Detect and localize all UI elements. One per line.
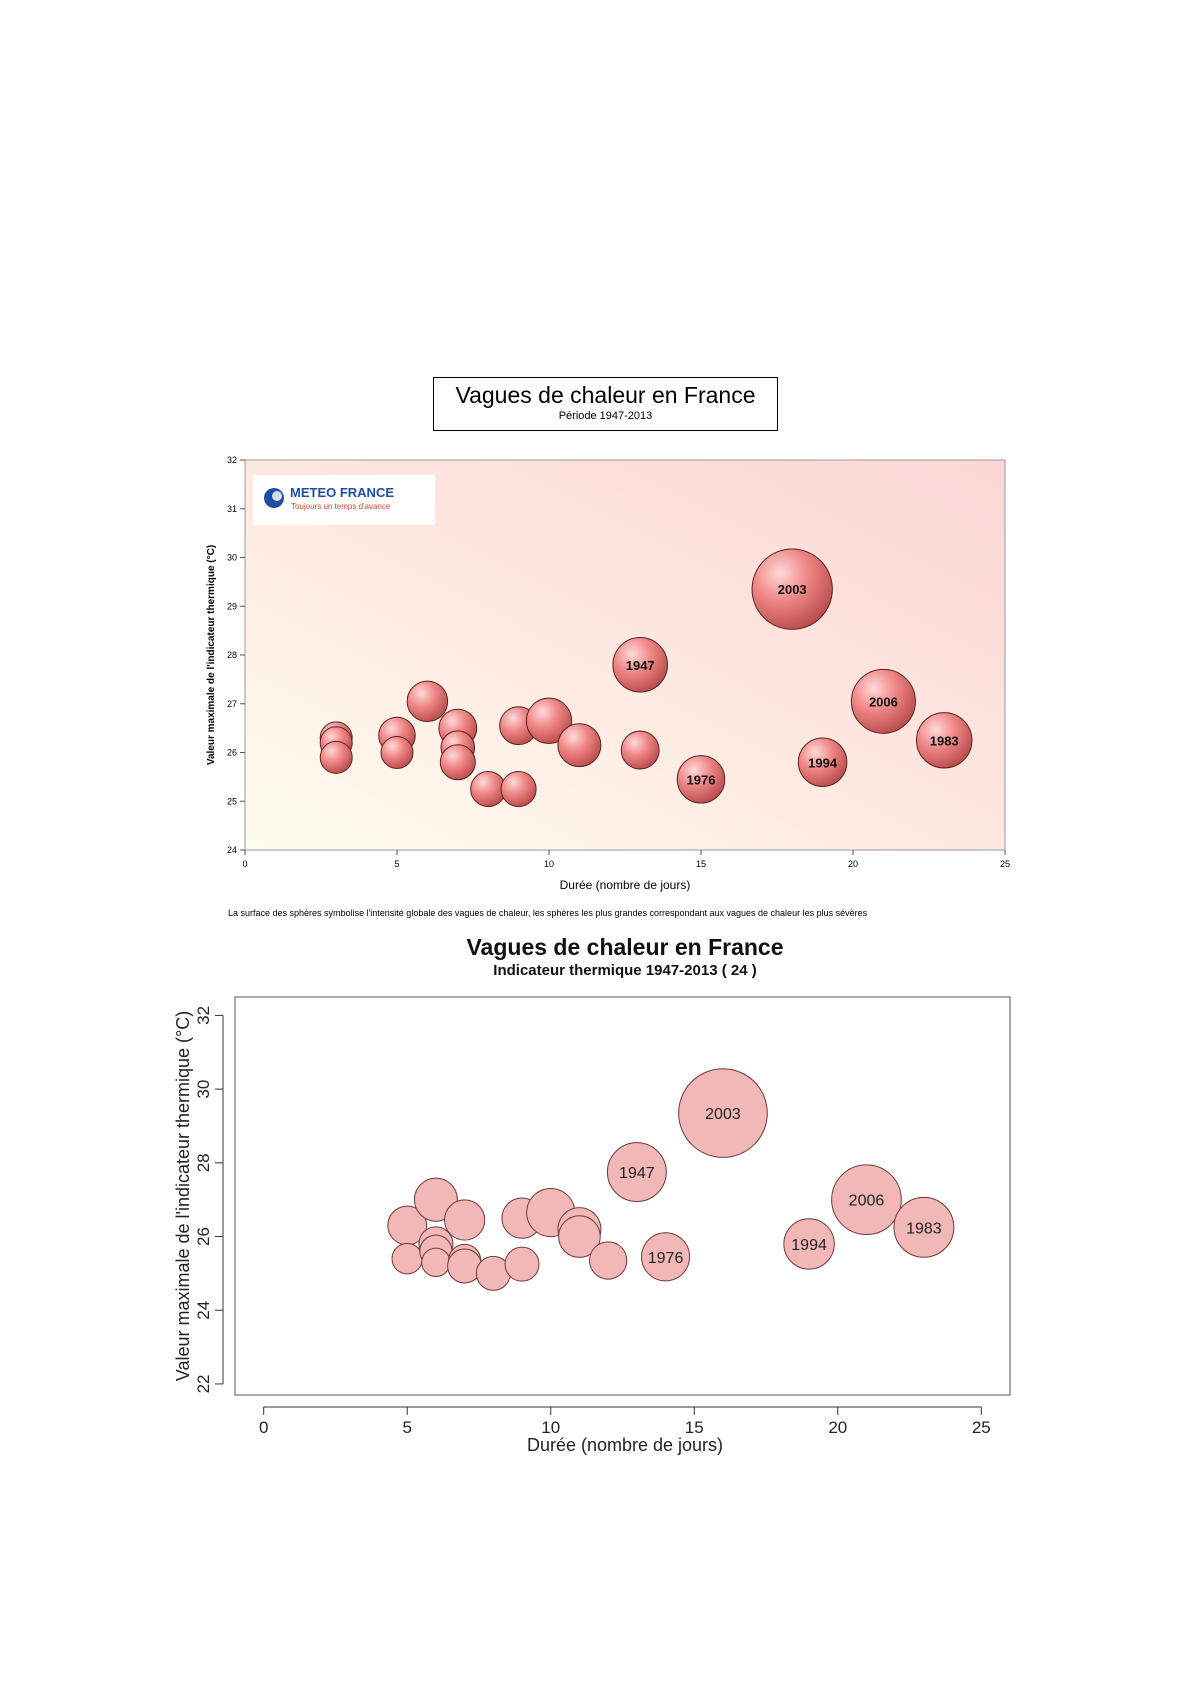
chart1-y-tick-label: 28: [227, 650, 237, 660]
chart1-y-tick-label: 26: [227, 748, 237, 758]
chart2-title: Vagues de chaleur en France: [466, 934, 784, 960]
logo-name: METEO FRANCE: [290, 485, 394, 500]
chart1-title-box: Vagues de chaleur en France Période 1947…: [433, 377, 778, 431]
chart2-bubble: [391, 1242, 423, 1275]
chart1-x-tick-label: 10: [544, 859, 554, 869]
chart1-y-tick-label: 27: [227, 699, 237, 709]
chart2-bubble: [421, 1247, 451, 1278]
chart1-bubble-label: 1976: [687, 772, 716, 787]
chart2-bubble: [606, 1142, 667, 1202]
chart1-bubble: [500, 771, 537, 808]
chart2-bubble-label: 1994: [791, 1237, 827, 1254]
chart2-x-tick-label: 0: [259, 1418, 268, 1437]
chart2-y-tick-label: 24: [194, 1301, 213, 1320]
chart2-y-tick-label: 26: [194, 1227, 213, 1246]
chart2-ylabel: Valeur maximale de l'indicateur thermiqu…: [173, 1011, 193, 1381]
chart2-bubble: [558, 1215, 601, 1258]
chart1-bubble: [525, 697, 573, 744]
chart2-bubble-label: 1947: [619, 1165, 655, 1182]
chart1-bubble: [751, 548, 833, 630]
chart1-bubble: [797, 737, 848, 788]
chart2-x-tick-label: 25: [972, 1418, 991, 1437]
chart1-bubble: [915, 712, 973, 769]
chart2-y-tick-label: 28: [194, 1153, 213, 1172]
chart1-bubble: [439, 744, 476, 781]
chart1-xlabel: Durée (nombre de jours): [560, 878, 691, 892]
chart1-bubble: [380, 736, 414, 769]
chart1-x-tick-label: 15: [696, 859, 706, 869]
chart1-y-tick-label: 30: [227, 553, 237, 563]
chart1-title: Vagues de chaleur en France: [455, 382, 756, 408]
chart1-subtitle: Période 1947-2013: [558, 410, 653, 422]
chart2-x-tick-label: 20: [828, 1418, 847, 1437]
chart2-bubble-label: 1976: [648, 1250, 684, 1267]
chart2-bubble: [831, 1164, 902, 1236]
chart1-bubble: [470, 771, 507, 808]
chart2-bubble: [678, 1068, 768, 1158]
chart2-x-tick-label: 15: [685, 1418, 704, 1437]
chart2-bubble: [893, 1196, 955, 1258]
chart2-subtitle: Indicateur thermique 1947-2013 ( 24 ): [493, 962, 757, 979]
meteo-france-logo: METEO FRANCE Toujours un temps d'avance: [253, 475, 435, 525]
chart2-xlabel: Durée (nombre de jours): [527, 1435, 723, 1455]
chart1-x-tick-label: 5: [394, 859, 399, 869]
chart1-bubble: [620, 730, 660, 770]
chart1-ylabel: Valeur maximale de l'indicateur thermiqu…: [206, 545, 217, 765]
chart1-y-tick-label: 24: [227, 845, 237, 855]
chart1-bubble: [612, 637, 668, 693]
chart2-x-tick-label: 5: [402, 1418, 411, 1437]
chart2-bubble-label: 2003: [705, 1106, 741, 1123]
logo-tagline: Toujours un temps d'avance: [291, 502, 391, 511]
chart1-x-tick-label: 20: [848, 859, 858, 869]
chart2-bubble: [589, 1241, 628, 1280]
chart1-bubble: [406, 680, 449, 723]
chart1-bubble-label: 1947: [626, 658, 655, 673]
chart1-bubble-label: 1983: [930, 733, 959, 748]
chart2-y-tick-label: 32: [194, 1006, 213, 1025]
chart2-bubble-label: 1983: [906, 1220, 942, 1237]
chart2: 0 5 10 15 20 25 22 24 26 28 30 32 1947 1976 2003 1994 2…: [173, 996, 1011, 1455]
chart2-bubble: [504, 1246, 540, 1282]
chart2-bubble: [641, 1232, 691, 1282]
chart1-caption: La surface des sphères symbolise l'inten…: [228, 908, 868, 918]
chart1-x-tick-label: 25: [1000, 859, 1010, 869]
chart1-bubble: [676, 755, 726, 804]
chart1-bubble: [850, 668, 916, 734]
chart1-bubble-label: 2003: [778, 582, 807, 597]
chart2-bubble: [783, 1218, 835, 1270]
chart2-bubble: [444, 1199, 486, 1241]
chart1-bubble-label: 1994: [808, 755, 838, 770]
chart1-y-tick-label: 25: [227, 796, 237, 806]
chart2-bubble-label: 2006: [849, 1193, 885, 1210]
chart2-x-tick-label: 10: [541, 1418, 560, 1437]
chart1-y-tick-label: 29: [227, 601, 237, 611]
chart1-bubble: [319, 740, 353, 774]
chart1-bubble-label: 2006: [869, 694, 898, 709]
chart1-bubble: [557, 723, 602, 768]
chart1-y-tick-label: 31: [227, 504, 237, 514]
chart1-x-tick-label: 0: [242, 859, 247, 869]
chart2-y-tick-label: 30: [194, 1080, 213, 1099]
chart1-y-tick-label: 32: [227, 455, 237, 465]
chart1: 0 5 10 15 20 25 24 25 26 27 28 29 30 31 32 1947 1976 200…: [206, 455, 1010, 892]
chart2-y-tick-label: 22: [194, 1374, 213, 1393]
